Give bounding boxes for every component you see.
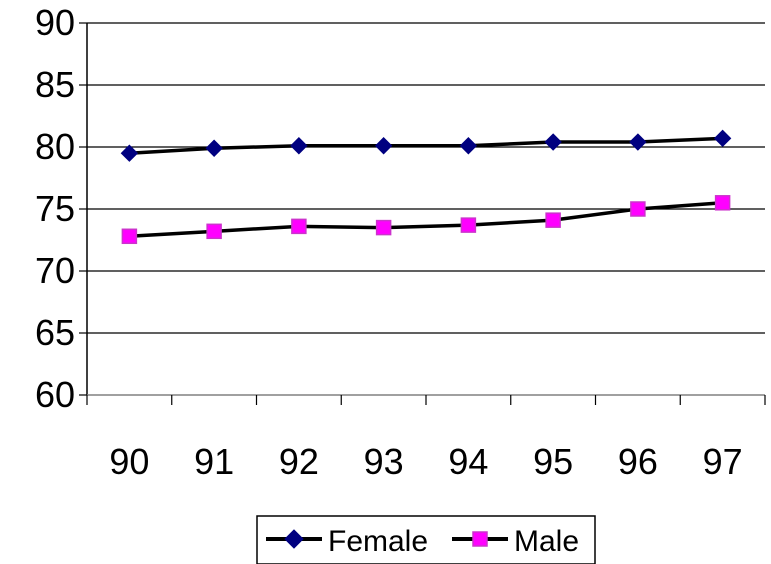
y-tick-labels: 60 65 70 75 80 85 90 (35, 2, 75, 415)
data-point-female (459, 137, 478, 155)
data-point-female (544, 133, 562, 151)
data-point-female (205, 139, 223, 157)
series-line-male (129, 201, 723, 239)
legend-marker-female (284, 529, 304, 549)
series-markers (120, 129, 732, 245)
legend-marker-male (472, 531, 488, 547)
data-point-female (713, 129, 732, 148)
data-point-male (630, 201, 646, 217)
axes (79, 22, 766, 405)
data-point-male (545, 212, 561, 228)
y-tick-label: 85 (35, 64, 75, 105)
y-tick-label: 60 (35, 374, 75, 415)
y-tick-label: 90 (35, 2, 75, 43)
x-tick-label: 96 (618, 441, 658, 482)
data-point-female (120, 144, 139, 162)
data-point-male (206, 223, 222, 240)
y-tick-label: 75 (35, 188, 75, 229)
y-tick-label: 65 (35, 312, 75, 353)
x-tick-labels: 90 91 92 93 94 95 96 97 (109, 441, 742, 482)
data-point-female (629, 133, 647, 151)
data-point-female (374, 137, 393, 155)
data-point-female (290, 137, 308, 155)
data-point-male (375, 219, 392, 236)
legend-label-male: Male (514, 525, 579, 558)
x-tick-label: 92 (279, 441, 319, 482)
y-tick-label: 80 (35, 126, 75, 167)
data-point-male (121, 228, 138, 245)
gridlines (87, 22, 765, 334)
legend: Female Male (256, 515, 596, 564)
data-point-male (460, 217, 477, 233)
legend-label-female: Female (328, 525, 428, 558)
series-line-female (129, 136, 723, 155)
series-lines (129, 136, 723, 239)
x-tick-label: 93 (364, 441, 404, 482)
data-point-male (291, 218, 307, 235)
x-tick-label: 95 (533, 441, 573, 482)
x-tick-label: 97 (703, 441, 743, 482)
y-tick-label: 70 (35, 250, 75, 291)
x-tick-label: 94 (448, 441, 488, 482)
x-tick-label: 90 (109, 441, 149, 482)
data-point-male (714, 195, 731, 211)
x-tick-label: 91 (194, 441, 234, 482)
